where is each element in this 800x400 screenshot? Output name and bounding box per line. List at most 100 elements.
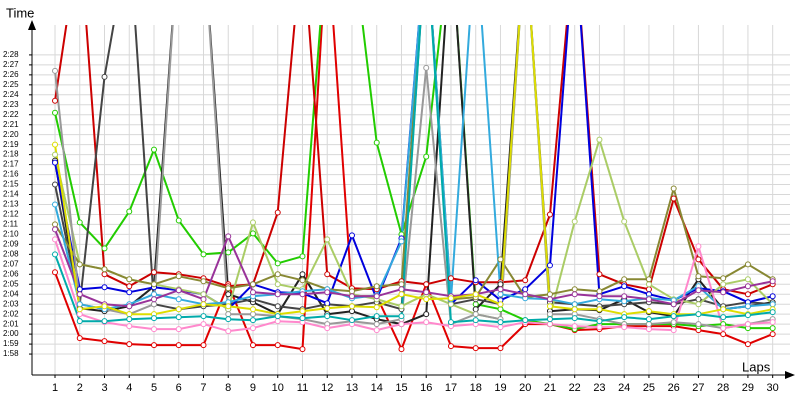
data-point bbox=[571, 301, 578, 308]
data-point bbox=[744, 261, 751, 268]
data-point bbox=[472, 291, 479, 298]
data-point bbox=[225, 291, 232, 298]
data-point bbox=[596, 288, 603, 295]
data-point bbox=[76, 311, 83, 318]
x-tick-label: 2 bbox=[77, 382, 83, 394]
y-tick-label: 2:16 bbox=[3, 170, 19, 179]
data-point bbox=[348, 232, 355, 239]
data-point bbox=[571, 291, 578, 298]
data-point bbox=[744, 341, 751, 348]
data-point bbox=[52, 97, 59, 104]
data-point bbox=[274, 209, 281, 216]
data-point bbox=[398, 281, 405, 288]
data-point bbox=[596, 293, 603, 300]
series-line bbox=[54, 25, 774, 296]
x-tick-label: 16 bbox=[420, 382, 432, 394]
data-point bbox=[423, 296, 430, 303]
data-point bbox=[744, 291, 751, 298]
data-point bbox=[373, 304, 380, 311]
data-point bbox=[151, 301, 158, 308]
data-point bbox=[52, 269, 59, 276]
data-point bbox=[497, 291, 504, 298]
data-point bbox=[423, 289, 430, 296]
data-point bbox=[175, 296, 182, 303]
data-point bbox=[720, 306, 727, 313]
data-point bbox=[126, 289, 133, 296]
data-point bbox=[398, 291, 405, 298]
data-point bbox=[497, 286, 504, 293]
data-point bbox=[101, 318, 108, 325]
data-point bbox=[274, 342, 281, 349]
data-point bbox=[695, 301, 702, 308]
data-point bbox=[423, 153, 430, 160]
data-point bbox=[621, 218, 628, 225]
series-line bbox=[54, 25, 773, 311]
data-point bbox=[299, 271, 306, 278]
data-point bbox=[200, 321, 207, 328]
series-line bbox=[54, 25, 773, 330]
y-tick-label: 2:15 bbox=[3, 180, 19, 189]
data-point bbox=[101, 266, 108, 273]
data-point bbox=[52, 251, 59, 258]
data-point bbox=[126, 276, 133, 283]
data-point bbox=[249, 325, 256, 332]
y-tick-label: 2:17 bbox=[3, 160, 19, 169]
data-point bbox=[151, 281, 158, 288]
y-tick-label: 2:28 bbox=[3, 50, 19, 59]
y-tick-label: 2:04 bbox=[3, 289, 19, 298]
x-tick-label: 25 bbox=[643, 382, 655, 394]
data-point bbox=[497, 319, 504, 326]
data-point bbox=[423, 281, 430, 288]
data-point bbox=[571, 315, 578, 322]
x-tick-label: 15 bbox=[395, 382, 407, 394]
data-point bbox=[546, 296, 553, 303]
series-line bbox=[54, 25, 774, 321]
data-point bbox=[324, 289, 331, 296]
data-point bbox=[249, 342, 256, 349]
series-line bbox=[54, 25, 774, 301]
data-point bbox=[225, 249, 232, 256]
data-point bbox=[423, 64, 430, 71]
data-point bbox=[200, 278, 207, 285]
data-point bbox=[126, 323, 133, 330]
data-point bbox=[472, 317, 479, 324]
data-point bbox=[447, 295, 454, 302]
data-point bbox=[670, 319, 677, 326]
data-point bbox=[744, 312, 751, 319]
data-point bbox=[52, 236, 59, 243]
data-point bbox=[373, 293, 380, 300]
data-point bbox=[76, 335, 83, 342]
x-tick-label: 7 bbox=[200, 382, 206, 394]
data-point bbox=[447, 275, 454, 282]
x-tick-label: 12 bbox=[321, 382, 333, 394]
data-point bbox=[497, 324, 504, 331]
x-tick-label: 10 bbox=[272, 382, 284, 394]
data-point bbox=[398, 286, 405, 293]
x-tick-label: 29 bbox=[742, 382, 754, 394]
data-point bbox=[52, 151, 59, 158]
plot-area bbox=[52, 25, 776, 353]
x-tick-label: 14 bbox=[371, 382, 383, 394]
data-point bbox=[720, 314, 727, 321]
y-tick-label: 2:19 bbox=[3, 140, 19, 149]
data-point bbox=[645, 321, 652, 328]
data-point bbox=[200, 291, 207, 298]
y-tick-label: 2:10 bbox=[3, 230, 19, 239]
data-point bbox=[769, 278, 776, 285]
data-point bbox=[744, 283, 751, 290]
y-tick-label: 2:01 bbox=[3, 319, 19, 328]
data-point bbox=[423, 319, 430, 326]
data-point bbox=[546, 211, 553, 218]
data-point bbox=[76, 291, 83, 298]
data-point bbox=[299, 308, 306, 315]
data-point bbox=[744, 321, 751, 328]
data-point bbox=[151, 269, 158, 276]
data-point bbox=[175, 342, 182, 349]
x-tick-label: 24 bbox=[618, 382, 630, 394]
y-tick-label: 2:22 bbox=[3, 110, 19, 119]
data-point bbox=[101, 271, 108, 278]
data-point bbox=[249, 311, 256, 318]
data-point bbox=[769, 331, 776, 338]
data-point bbox=[52, 181, 59, 188]
